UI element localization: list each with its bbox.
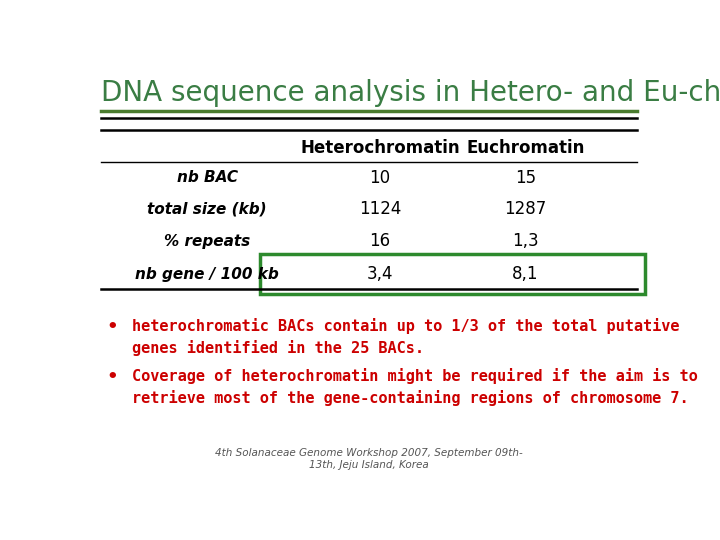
Text: 10: 10 <box>369 169 391 187</box>
Text: •: • <box>107 319 118 336</box>
Text: 3,4: 3,4 <box>367 265 393 284</box>
Text: 1,3: 1,3 <box>512 232 539 250</box>
Text: Coverage of heterochromatin might be required if the aim is to
retrieve most of : Coverage of heterochromatin might be req… <box>132 368 698 406</box>
Text: nb BAC: nb BAC <box>176 171 238 185</box>
Text: Heterochromatin: Heterochromatin <box>300 139 460 157</box>
Text: 4th Solanaceae Genome Workshop 2007, September 09th-
13th, Jeju Island, Korea: 4th Solanaceae Genome Workshop 2007, Sep… <box>215 448 523 470</box>
Text: heterochromatic BACs contain up to 1/3 of the total putative
genes identified in: heterochromatic BACs contain up to 1/3 o… <box>132 319 680 356</box>
Text: 15: 15 <box>515 169 536 187</box>
Text: 8,1: 8,1 <box>512 265 539 284</box>
Bar <box>260 254 645 294</box>
Text: •: • <box>107 368 118 386</box>
Text: % repeats: % repeats <box>164 234 251 248</box>
Text: DNA sequence analysis in Hetero- and Eu-chromatin: DNA sequence analysis in Hetero- and Eu-… <box>101 79 720 107</box>
Text: Euchromatin: Euchromatin <box>466 139 585 157</box>
Text: 1287: 1287 <box>504 200 546 219</box>
Text: 1124: 1124 <box>359 200 401 219</box>
Text: nb gene / 100 kb: nb gene / 100 kb <box>135 267 279 282</box>
Text: total size (kb): total size (kb) <box>148 202 267 217</box>
Text: 16: 16 <box>369 232 391 250</box>
